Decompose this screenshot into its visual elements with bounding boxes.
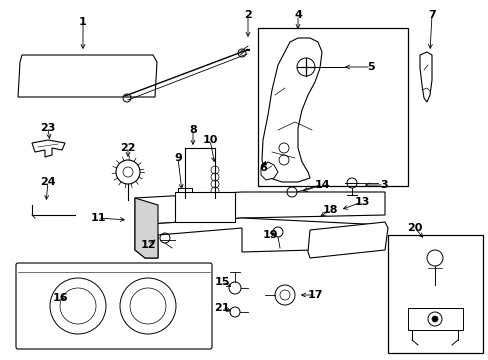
Polygon shape bbox=[261, 162, 278, 180]
Text: 8: 8 bbox=[189, 125, 197, 135]
Polygon shape bbox=[262, 38, 321, 182]
Polygon shape bbox=[18, 55, 157, 97]
Text: 14: 14 bbox=[314, 180, 329, 190]
Text: 10: 10 bbox=[202, 135, 217, 145]
Text: 22: 22 bbox=[120, 143, 136, 153]
Bar bbox=[178, 188, 192, 198]
Text: 9: 9 bbox=[174, 153, 182, 163]
Bar bbox=[387, 235, 482, 353]
Text: 15: 15 bbox=[214, 277, 229, 287]
Text: 12: 12 bbox=[140, 240, 156, 250]
Text: 16: 16 bbox=[52, 293, 68, 303]
Circle shape bbox=[431, 316, 437, 322]
Text: 5: 5 bbox=[366, 62, 374, 72]
Polygon shape bbox=[419, 52, 431, 102]
Text: 17: 17 bbox=[306, 290, 322, 300]
Text: 19: 19 bbox=[262, 230, 277, 240]
Text: 20: 20 bbox=[407, 223, 422, 233]
Text: 23: 23 bbox=[40, 123, 56, 133]
Text: 7: 7 bbox=[427, 10, 435, 20]
Polygon shape bbox=[135, 192, 384, 225]
Bar bbox=[175, 192, 235, 222]
Text: 2: 2 bbox=[244, 10, 251, 20]
Text: 24: 24 bbox=[40, 177, 56, 187]
Text: 21: 21 bbox=[214, 303, 229, 313]
Text: 1: 1 bbox=[79, 17, 87, 27]
Polygon shape bbox=[135, 198, 158, 258]
Polygon shape bbox=[135, 218, 384, 258]
Text: 18: 18 bbox=[322, 205, 337, 215]
Text: 4: 4 bbox=[293, 10, 301, 20]
Polygon shape bbox=[307, 222, 387, 258]
Text: 11: 11 bbox=[90, 213, 105, 223]
Text: 6: 6 bbox=[259, 163, 266, 173]
Polygon shape bbox=[32, 140, 65, 157]
Bar bbox=[258, 28, 407, 186]
Text: 13: 13 bbox=[354, 197, 369, 207]
Text: 3: 3 bbox=[379, 180, 387, 190]
Bar bbox=[407, 308, 462, 330]
FancyBboxPatch shape bbox=[16, 263, 212, 349]
